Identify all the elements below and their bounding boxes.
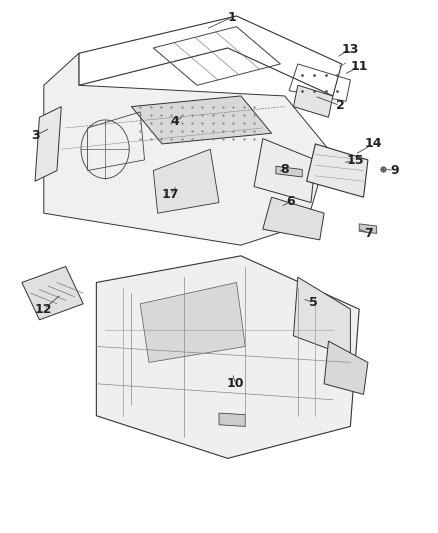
Text: 11: 11	[350, 60, 368, 73]
Text: 17: 17	[161, 188, 179, 201]
Text: 6: 6	[286, 195, 295, 208]
Text: 8: 8	[280, 163, 289, 176]
Text: 1: 1	[228, 11, 237, 23]
Polygon shape	[307, 144, 368, 197]
Text: 4: 4	[170, 115, 179, 128]
Text: 9: 9	[390, 164, 399, 177]
Text: 12: 12	[35, 303, 53, 316]
Polygon shape	[254, 139, 315, 203]
Text: 13: 13	[342, 43, 359, 55]
Text: 3: 3	[31, 130, 39, 142]
Text: 2: 2	[336, 99, 344, 112]
Polygon shape	[293, 85, 333, 117]
Text: 5: 5	[309, 296, 318, 309]
Text: 15: 15	[347, 155, 364, 167]
Polygon shape	[22, 266, 83, 320]
Polygon shape	[293, 277, 350, 357]
Polygon shape	[35, 107, 61, 181]
Polygon shape	[44, 53, 328, 245]
Polygon shape	[276, 166, 302, 177]
Polygon shape	[324, 341, 368, 394]
Text: 7: 7	[364, 227, 373, 240]
Polygon shape	[263, 197, 324, 240]
Polygon shape	[359, 224, 377, 233]
Polygon shape	[131, 96, 272, 144]
Polygon shape	[140, 282, 245, 362]
Polygon shape	[219, 413, 245, 426]
Text: 14: 14	[364, 138, 382, 150]
Polygon shape	[96, 256, 359, 458]
Text: 10: 10	[227, 377, 244, 390]
Polygon shape	[153, 149, 219, 213]
